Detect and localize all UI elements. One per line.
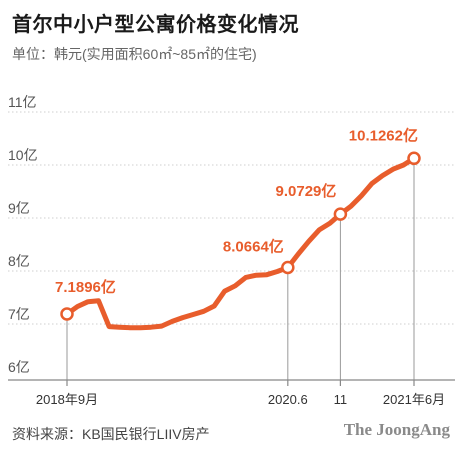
chart-subtitle: 单位：韩元(实用面积60㎡~85㎡的住宅) xyxy=(12,46,257,62)
x-tick-label: 2020.6 xyxy=(268,392,308,407)
y-tick-label: 10亿 xyxy=(8,147,38,163)
y-tick-label: 8亿 xyxy=(8,253,30,269)
grid-lines xyxy=(8,111,455,325)
publisher-logo: The JoongAng xyxy=(343,420,450,439)
source-note: 资料来源：KB国民银行LIIV房产 xyxy=(12,426,210,442)
data-label: 9.0729亿 xyxy=(276,182,337,200)
annotation-labels: 7.1896亿 8.0664亿 9.0729亿 10.1262亿 xyxy=(55,126,418,296)
x-axis xyxy=(8,379,455,386)
x-tick-label: 2018年9月 xyxy=(36,392,98,407)
x-axis-labels: 2018年9月 2020.6 11 2021年6月 xyxy=(36,392,445,407)
data-label: 10.1262亿 xyxy=(349,126,418,144)
data-label: 7.1896亿 xyxy=(55,278,116,296)
x-tick-label: 2021年6月 xyxy=(383,392,445,407)
annotation-guides xyxy=(66,158,415,380)
price-line xyxy=(64,155,417,331)
point-marker xyxy=(281,260,295,275)
y-axis-labels: 6亿 7亿 8亿 9亿 10亿 11亿 xyxy=(8,94,38,375)
chart-title: 首尔中小户型公寓价格变化情况 xyxy=(12,14,299,36)
y-tick-label: 7亿 xyxy=(8,306,30,322)
point-marker xyxy=(60,307,74,321)
y-tick-label: 9亿 xyxy=(8,200,30,216)
annotation-markers xyxy=(60,151,421,321)
x-tick-label: 11 xyxy=(334,392,348,407)
y-tick-label: 11亿 xyxy=(8,94,37,110)
point-marker xyxy=(407,151,421,166)
point-marker xyxy=(333,207,348,221)
series-line xyxy=(64,155,417,331)
data-label: 8.0664亿 xyxy=(223,237,284,255)
y-tick-label: 6亿 xyxy=(8,359,30,375)
